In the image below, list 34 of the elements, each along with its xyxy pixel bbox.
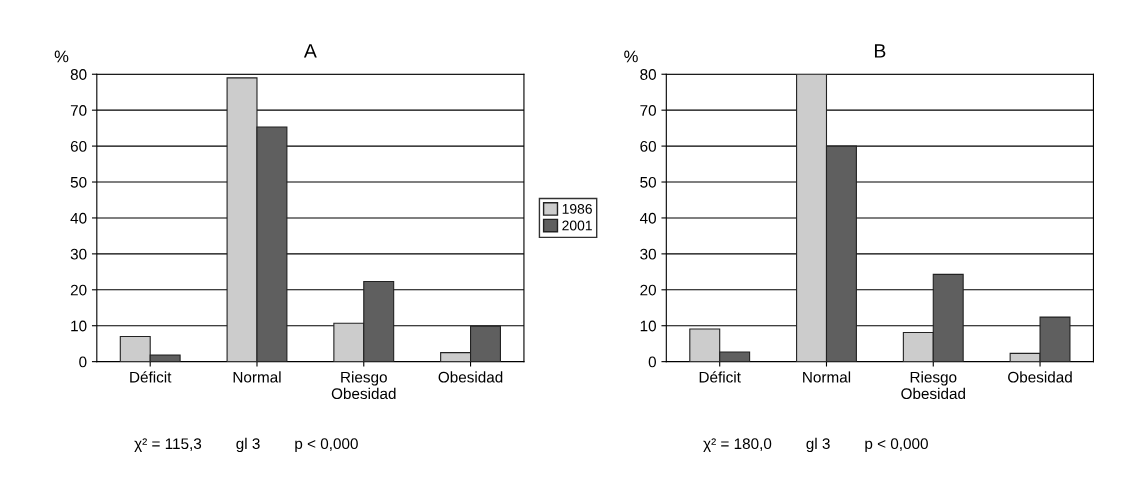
y-tick-label: 60: [640, 140, 656, 152]
y-tick-label: 20: [640, 284, 656, 296]
x-tick-label: Obesidad: [1008, 371, 1072, 383]
x-tick-label: Normal: [803, 371, 851, 383]
x-tick-label: Déficit: [699, 371, 741, 383]
y-tick-label: 40: [639, 212, 656, 224]
y-tick-label: 40: [70, 212, 87, 224]
y-tick-label: 30: [640, 248, 656, 260]
chart-title: B: [874, 44, 886, 58]
y-tick-label: 70: [640, 105, 656, 116]
y-tick-label: 10: [640, 320, 656, 332]
x-tick-label: Riesgo Obesidad: [331, 371, 396, 400]
y-tick-label: 0: [79, 356, 87, 368]
legend-label: 1986: [562, 203, 592, 214]
y-tick-label: 50: [640, 176, 656, 188]
text: χ² = 115,3 gl 3 p < 0,000: [134, 437, 358, 453]
text: χ² = 180,0 gl 3 p < 0,000: [703, 437, 928, 453]
x-tick-label: Obesidad: [438, 371, 503, 383]
x-tick-label: Normal: [233, 371, 281, 383]
y-tick-label: 80: [640, 69, 656, 80]
y-tick-label: 70: [70, 105, 87, 116]
y-axis-title: %: [624, 50, 638, 63]
y-tick-label: 50: [70, 176, 87, 188]
y-axis-title: %: [54, 50, 69, 63]
y-tick-label: 60: [70, 140, 87, 152]
y-tick-label: 0: [648, 356, 656, 368]
y-tick-label: 80: [70, 69, 87, 80]
y-tick-label: 30: [70, 248, 87, 260]
legend-label: 2001: [562, 220, 592, 231]
x-tick-label: Riesgo Obesidad: [901, 371, 965, 400]
x-tick-label: Déficit: [130, 371, 172, 383]
chart-title: A: [303, 44, 317, 58]
y-tick-label: 20: [70, 284, 87, 296]
y-tick-label: 10: [71, 320, 87, 332]
